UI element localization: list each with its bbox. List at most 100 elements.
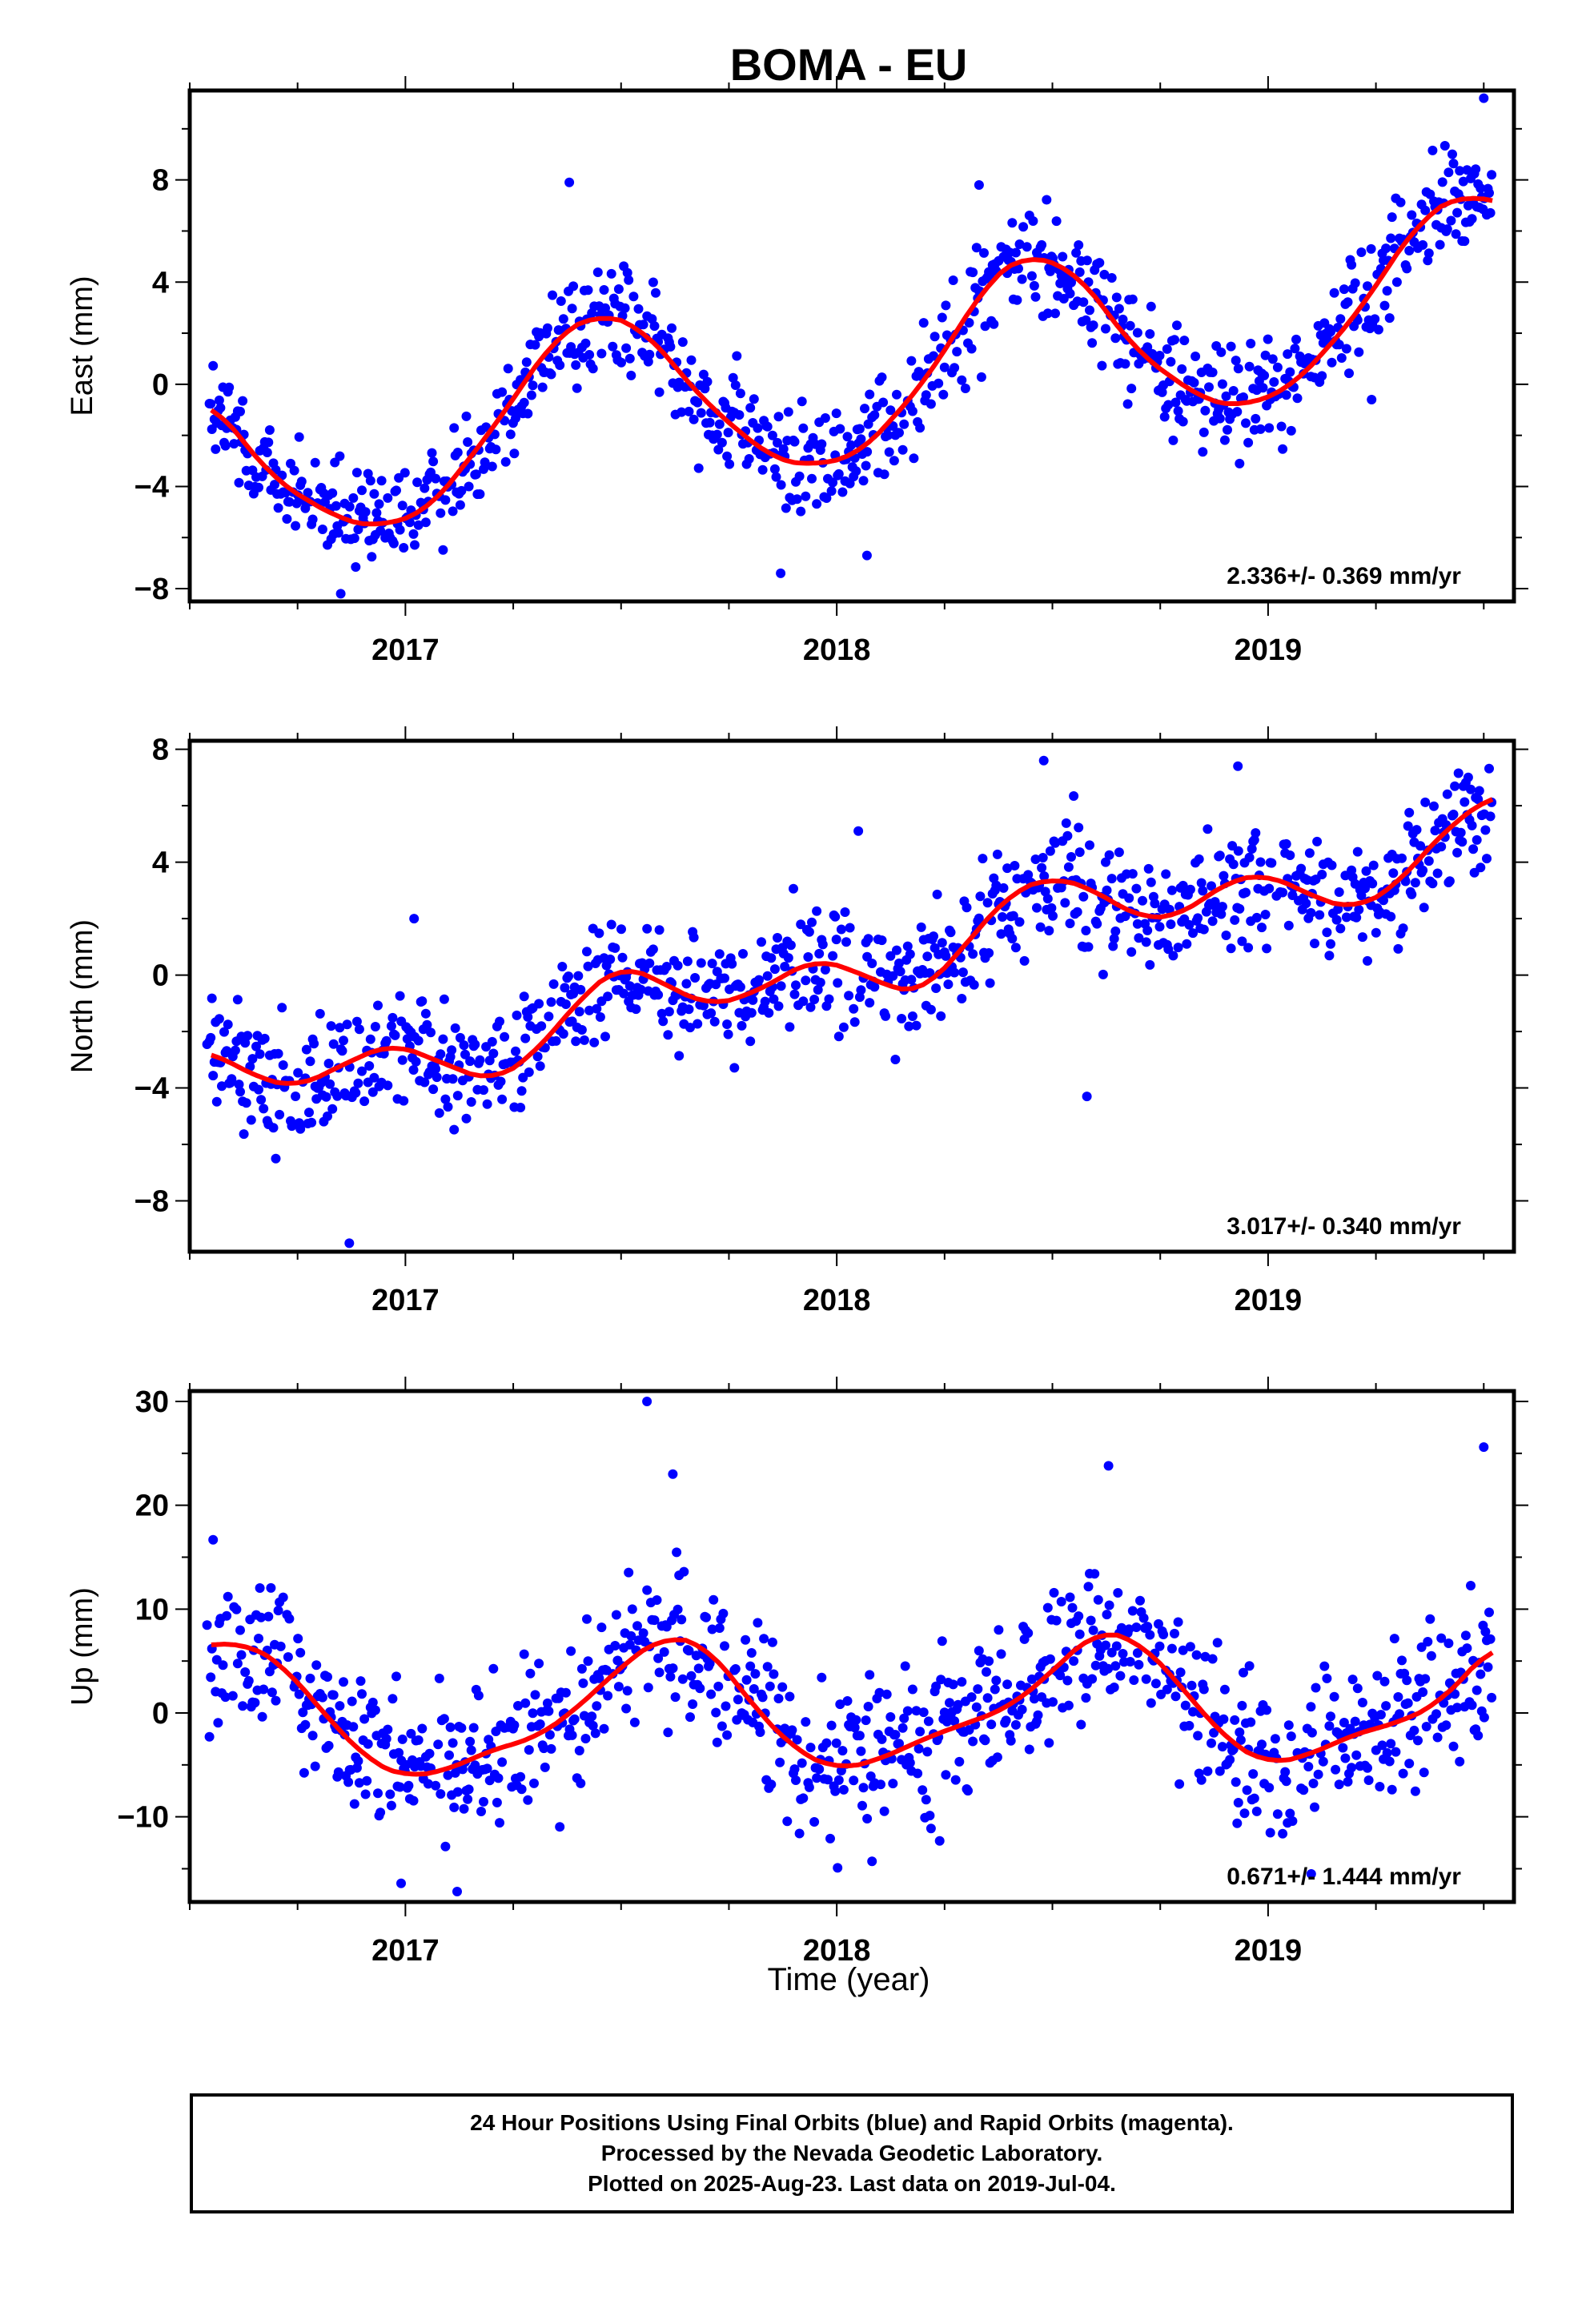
data-point (1251, 1806, 1262, 1816)
y-axis-label: North (mm) (66, 919, 99, 1073)
data-point (1159, 412, 1170, 422)
data-point (566, 342, 576, 352)
data-point (1210, 897, 1220, 907)
data-point (359, 1714, 370, 1724)
data-point (206, 1672, 216, 1683)
data-point (1037, 239, 1047, 250)
data-point (1235, 1735, 1246, 1745)
data-point (546, 369, 556, 380)
data-point (420, 517, 431, 528)
data-point (777, 1682, 788, 1692)
data-point (291, 521, 301, 531)
data-point (1175, 1667, 1186, 1678)
data-point (746, 1007, 757, 1018)
data-point (769, 994, 779, 1004)
data-point (218, 1660, 228, 1671)
data-point (930, 332, 940, 342)
data-point (899, 1713, 909, 1723)
data-point (668, 1663, 678, 1674)
data-point (301, 1044, 311, 1055)
data-point (1479, 1712, 1489, 1723)
data-point (1219, 1714, 1229, 1724)
data-point (463, 437, 473, 447)
data-point (1418, 865, 1428, 875)
data-point (342, 1019, 352, 1030)
data-point (861, 1715, 871, 1726)
data-point (1267, 858, 1277, 868)
data-point (1448, 810, 1459, 819)
data-point (1078, 891, 1089, 902)
data-point (520, 1033, 531, 1043)
data-point (1014, 239, 1025, 249)
data-point (833, 1863, 843, 1873)
data-point (729, 1063, 740, 1073)
data-point (599, 285, 609, 295)
data-point (698, 369, 709, 380)
data-point (982, 1693, 993, 1703)
data-point (349, 533, 359, 544)
data-point (890, 1055, 901, 1064)
data-point (668, 1469, 678, 1479)
data-point (568, 281, 579, 292)
data-point (717, 437, 727, 448)
data-point (207, 993, 217, 1003)
data-point (1479, 1442, 1489, 1452)
data-point (762, 421, 773, 432)
data-point (1143, 863, 1154, 874)
data-point (1331, 915, 1342, 925)
data-point (596, 1622, 607, 1633)
data-point (1212, 1638, 1223, 1648)
data-point (1037, 862, 1047, 873)
data-point (1023, 870, 1034, 880)
data-point (447, 1045, 457, 1055)
data-point (1347, 1763, 1357, 1773)
data-point (1042, 308, 1053, 319)
data-point (387, 1012, 398, 1023)
data-point (706, 1689, 717, 1699)
data-point (1200, 405, 1211, 416)
data-point (1074, 1611, 1084, 1622)
data-point (962, 903, 972, 913)
data-point (789, 989, 800, 999)
data-point (466, 1097, 476, 1107)
data-point (1106, 874, 1117, 884)
data-point (1251, 912, 1262, 923)
data-point (665, 1671, 676, 1682)
data-point (365, 1034, 375, 1044)
data-point (1050, 308, 1060, 319)
data-point (1124, 893, 1134, 903)
data-point (1317, 371, 1327, 381)
data-point (1239, 1667, 1248, 1678)
data-point (491, 444, 501, 455)
data-point (516, 1086, 527, 1096)
data-point (831, 408, 841, 419)
data-point (1468, 844, 1479, 854)
data-point (1065, 1592, 1075, 1602)
data-point (1010, 247, 1021, 258)
data-point (1188, 1707, 1198, 1717)
data-point (821, 1738, 832, 1748)
data-point (767, 1637, 777, 1647)
data-point (315, 1008, 325, 1019)
data-point (420, 1077, 430, 1088)
data-point (282, 514, 292, 524)
data-point (856, 434, 866, 444)
data-point (1092, 919, 1102, 929)
data-point (805, 1743, 816, 1753)
data-point (310, 1761, 320, 1771)
data-point (495, 1818, 504, 1828)
data-point (902, 1706, 913, 1716)
data-point (1484, 1607, 1494, 1618)
data-point (794, 1828, 805, 1839)
data-point (841, 937, 851, 947)
data-point (1484, 763, 1494, 774)
data-point (796, 506, 806, 517)
data-point (1458, 176, 1468, 187)
data-point (208, 360, 219, 371)
data-point (333, 1767, 343, 1777)
data-point (1423, 856, 1434, 866)
data-point (1051, 216, 1062, 227)
data-point (353, 1078, 363, 1088)
data-point (984, 948, 994, 958)
data-point (744, 454, 754, 464)
